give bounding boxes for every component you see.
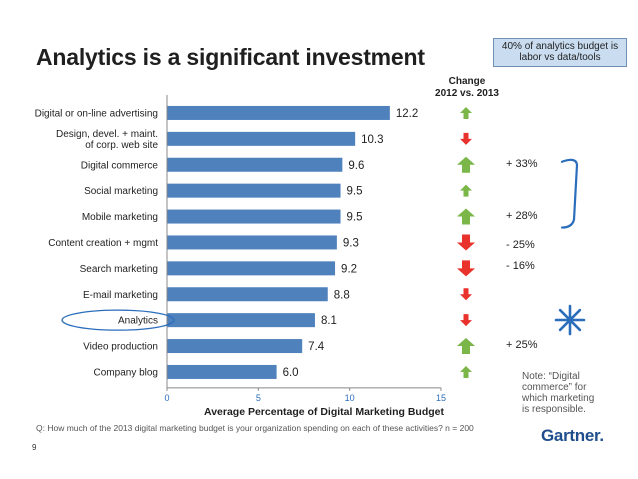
bar: [167, 364, 277, 379]
bar: [167, 105, 390, 120]
category-label: Search marketing: [80, 264, 158, 275]
slide-title: Analytics is a significant investment: [36, 44, 425, 70]
bar: [167, 261, 336, 276]
category-label: of corp. web site: [85, 140, 158, 151]
x-tick-label: 0: [164, 393, 169, 403]
x-axis-label: Average Percentage of Digital Marketing …: [204, 406, 445, 418]
bar-value-label: 9.2: [341, 263, 357, 275]
down-arrow-icon: [460, 132, 472, 145]
category-label: Content creation + mgmt: [48, 238, 158, 249]
up-arrow-icon: [457, 338, 475, 355]
bar: [167, 313, 315, 328]
gartner-logo: Gartner.: [541, 426, 604, 445]
category-label: Analytics: [118, 316, 158, 327]
bar-value-label: 8.1: [321, 315, 337, 327]
bar-value-label: 9.3: [343, 237, 359, 249]
change-percent-label: - 16%: [506, 260, 535, 273]
category-label: Digital or on-line advertising: [35, 108, 158, 119]
change-header-line2: 2012 vs. 2013: [435, 88, 499, 99]
change-percent-label: + 25%: [506, 339, 538, 352]
change-percent-label: + 33%: [506, 157, 538, 170]
bar: [167, 339, 303, 354]
bar: [167, 235, 337, 250]
down-arrow-icon: [457, 260, 475, 277]
side-note: Note: “Digital commerce” for which marke…: [522, 371, 595, 415]
up-arrow-icon: [457, 156, 475, 173]
budget-note-box: 40% of analytics budget is labor vs data…: [493, 38, 627, 67]
bar-value-label: 8.8: [334, 289, 350, 301]
bar-value-label: 9.5: [347, 212, 363, 224]
down-arrow-icon: [460, 314, 472, 327]
down-arrow-icon: [460, 288, 472, 301]
asterisk-icon: [558, 308, 582, 332]
category-label: Digital commerce: [81, 160, 159, 171]
bar: [167, 209, 341, 224]
bar-value-label: 9.6: [348, 160, 364, 172]
bar-value-label: 6.0: [283, 367, 299, 379]
category-label: E-mail marketing: [83, 290, 158, 301]
highlight-ellipse: [61, 309, 175, 331]
up-arrow-icon: [457, 208, 475, 225]
up-arrow-icon: [460, 184, 472, 197]
bar-value-label: 9.5: [347, 186, 363, 198]
bar: [167, 287, 328, 302]
x-tick-label: 15: [436, 393, 446, 403]
category-label: Video production: [83, 342, 158, 353]
down-arrow-icon: [457, 234, 475, 251]
survey-question: Q: How much of the 2013 digital marketin…: [36, 423, 474, 433]
bracket-annotation: [560, 158, 579, 229]
category-label: Design, devel. + maint.: [56, 129, 158, 140]
up-arrow-icon: [460, 106, 472, 119]
bar: [167, 157, 343, 172]
bar-value-label: 12.2: [396, 108, 418, 120]
x-tick-label: 10: [345, 393, 355, 403]
bar: [167, 131, 356, 146]
x-tick-label: 5: [256, 393, 261, 403]
category-label: Social marketing: [84, 186, 158, 197]
bar-value-label: 7.4: [308, 341, 325, 353]
bar: [167, 183, 341, 198]
page-number: 9: [32, 443, 37, 452]
bar-value-label: 10.3: [361, 134, 383, 146]
change-percent-label: + 28%: [506, 209, 538, 222]
change-header-line1: Change: [448, 76, 486, 87]
up-arrow-icon: [460, 365, 472, 378]
category-label: Company blog: [94, 367, 158, 378]
category-label: Mobile marketing: [82, 212, 158, 223]
change-header: Change 2012 vs. 2013: [428, 76, 506, 100]
change-percent-label: - 25%: [506, 239, 535, 252]
